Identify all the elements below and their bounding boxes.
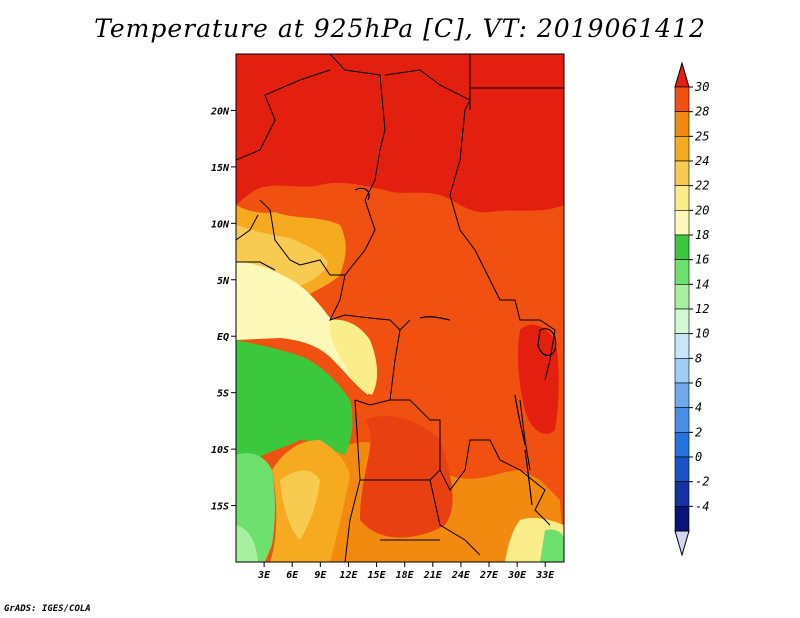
colorbar-label: 0 xyxy=(695,450,702,464)
colorbar-segment xyxy=(674,432,690,458)
colorbar-segment xyxy=(674,308,690,334)
colorbar-bottom-arrow xyxy=(674,530,690,557)
colorbar-segment xyxy=(674,86,690,112)
colorbar-label: 28 xyxy=(695,105,709,119)
colorbar-label: 12 xyxy=(695,302,709,316)
field-namibia-mild xyxy=(280,470,320,540)
x-tick-label: 6E xyxy=(286,570,299,581)
field-ocean-cool xyxy=(236,340,353,470)
colorbar-segment xyxy=(674,481,690,507)
x-tick-label: 30E xyxy=(507,570,527,581)
field-sahara xyxy=(236,54,564,213)
y-tick-label: 5N xyxy=(217,276,230,287)
colorbar-label: -4 xyxy=(695,499,709,513)
field-ocean-corner xyxy=(236,525,258,562)
field-east-hot xyxy=(517,324,559,434)
y-tick-label: 20N xyxy=(210,106,230,117)
x-tick-label: 24E xyxy=(451,570,471,581)
map-frame xyxy=(235,53,565,563)
colorbar-label: 16 xyxy=(695,253,709,267)
colorbar-segment xyxy=(674,234,690,260)
colorbar-label: 30 xyxy=(694,80,709,94)
y-tick-label: 15S xyxy=(211,502,229,513)
x-tick-label: 15E xyxy=(368,570,387,581)
colorbar-segment xyxy=(674,456,690,482)
y-tick-label: 15N xyxy=(211,163,230,174)
x-tick-label: 21E xyxy=(423,570,443,581)
field-coastal-cool xyxy=(236,262,371,395)
colorbar-label: 4 xyxy=(695,401,702,415)
temperature-field xyxy=(236,54,564,562)
colorbar-segment xyxy=(674,506,690,532)
y-tick-label: 5S xyxy=(217,389,229,400)
x-tick-label: 27E xyxy=(479,570,499,581)
chart-title: Temperature at 925hPa [C], VT: 201906141… xyxy=(94,14,706,43)
colorbar-segment xyxy=(674,284,690,310)
colorbar-top-arrow xyxy=(674,61,690,88)
colorbar-label: -2 xyxy=(695,475,709,489)
colorbar-label: 6 xyxy=(695,376,702,390)
y-tick-label: 10S xyxy=(211,445,229,456)
x-tick-label: 9E xyxy=(314,570,327,581)
colorbar-label: 2 xyxy=(695,425,702,439)
x-tick-label: 18E xyxy=(396,570,415,581)
colorbar-label: 18 xyxy=(695,228,709,242)
colorbar-segment xyxy=(674,382,690,408)
field-gabon xyxy=(329,319,378,395)
colorbar-label: 10 xyxy=(695,327,709,341)
colorbar-label: 20 xyxy=(695,203,709,217)
colorbar-segment xyxy=(674,358,690,384)
colorbar-label: 8 xyxy=(695,351,702,365)
colorbar-label: 25 xyxy=(695,129,709,143)
colorbar-label: 24 xyxy=(695,154,709,168)
lake-outlines xyxy=(354,187,557,506)
grads-credit: GrADS: IGES/COLA xyxy=(4,604,91,614)
y-tick-label: EQ xyxy=(217,332,229,343)
field-angola-core xyxy=(360,416,453,538)
colorbar-segment xyxy=(674,160,690,186)
colorbar-segment xyxy=(674,185,690,211)
colorbar-label: 22 xyxy=(695,179,709,193)
y-tick-label: 10N xyxy=(211,219,230,230)
colorbar-label: 14 xyxy=(695,277,709,291)
field-se-cool xyxy=(540,529,564,562)
colorbar-segment xyxy=(674,333,690,359)
colorbar-segment xyxy=(674,136,690,162)
colorbar-segment xyxy=(674,259,690,285)
axis-ticks: 3E 6E 9E 12E 15E 18E 21E 24E 27E 30E 33E 20N 15N 10N 5… xyxy=(210,106,555,581)
colorbar-segment xyxy=(674,210,690,236)
x-tick-label: 12E xyxy=(339,570,358,581)
x-tick-label: 3E xyxy=(257,570,271,581)
colorbar-segment xyxy=(674,111,690,137)
x-tick-label: 33E xyxy=(535,570,555,581)
colorbar-segment xyxy=(674,407,690,433)
